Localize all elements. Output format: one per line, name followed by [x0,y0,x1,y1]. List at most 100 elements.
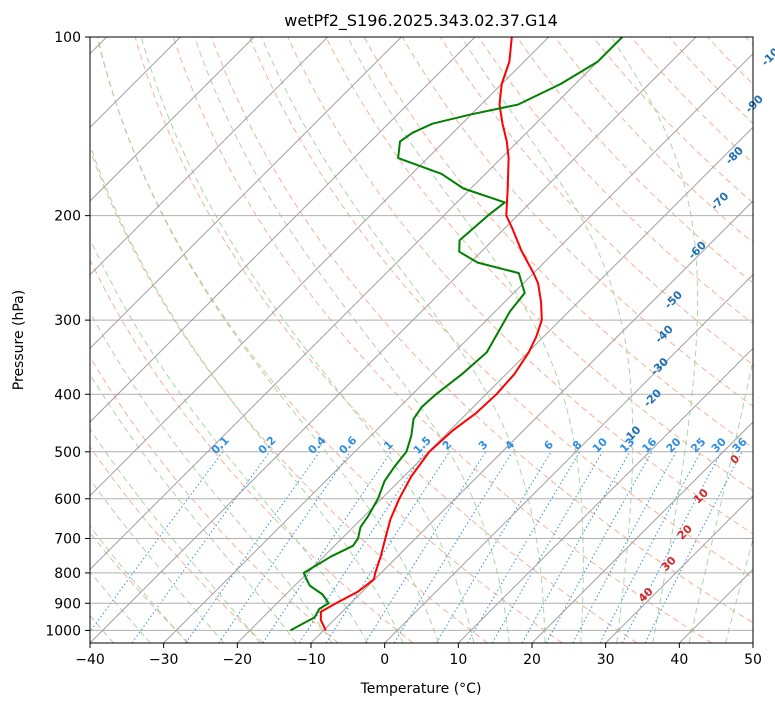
moist-adiabat-line [261,37,546,643]
dry-adiabat-line [401,37,753,407]
mixing-ratio-label: 2 [440,438,455,453]
x-tick-label: 20 [523,652,541,668]
mixing-ratio-label: 0.4 [306,434,329,457]
mixing-ratio-line [298,451,426,643]
dry-adiabat-line [516,37,753,284]
dry-adiabat-line [630,37,753,164]
x-tick-label: −10 [296,652,326,668]
mixing-ratio-line [545,451,653,643]
x-tick-label: 30 [597,652,615,668]
dry-adiabat-label: -80 [723,144,746,167]
moist-adiabat-label: 40 [636,585,656,605]
isotherm-gridline [384,273,753,643]
dry-adiabat-line [669,37,753,125]
dry-adiabat-line [90,258,414,643]
dry-adiabat-line [96,37,563,643]
mixing-ratio-label: 6 [541,438,556,453]
dry-adiabat-line [134,37,638,643]
moist-adiabat-label: 30 [659,554,679,574]
mixing-ratio-line [572,451,677,643]
dry-adiabat-line [249,37,753,579]
dry-adiabat-line [478,37,753,325]
x-tick-label: 50 [744,652,762,668]
moist-adiabat-line [90,428,261,643]
moist-adiabat-line [90,570,151,643]
y-tick-label: 600 [54,492,81,508]
mixing-ratio-line [599,451,702,643]
mixing-ratio-line [131,451,271,643]
y-axis-label: Pressure (hPa) [11,290,27,390]
dry-adiabat-line [325,37,753,492]
isotherm-gridline [605,494,753,643]
moist-adiabat-line [90,143,404,643]
dry-adiabat-line [745,37,753,46]
temperature-profile-line [319,37,543,631]
mixing-ratio-line [218,451,351,643]
dry-adiabat-label: -100 [759,40,775,69]
dry-adiabat-label: -70 [708,189,731,212]
mixing-ratio-line [521,451,631,643]
x-axis-label: Temperature (°C) [360,681,482,697]
moist-adiabat-line [90,311,333,643]
dry-adiabat-line [440,37,753,366]
isotherm-gridline [752,642,753,643]
y-tick-label: 200 [54,209,81,225]
dry-adiabat-label: -60 [686,238,709,261]
dry-adiabat-line [592,37,753,204]
x-tick-label: −30 [149,652,179,668]
isotherm-gridline [236,126,753,643]
moist-adiabat-line [90,237,369,643]
moist-adiabat-line [140,37,475,643]
isotherm-gridline [678,568,753,643]
y-tick-label: 500 [54,445,81,461]
line-labels: -100-90-80-70-60-50-40-30-20-10010203040… [209,40,775,605]
mixing-ratio-label: 8 [570,438,585,453]
mixing-ratio-line [90,451,224,633]
isotherm-gridline [163,52,753,643]
isotherm-gridline [90,37,550,497]
background-lines [90,37,753,643]
mixing-ratio-label: 0.6 [336,434,359,457]
moist-adiabat-label: 20 [675,522,695,542]
moist-adiabat-line [90,478,225,643]
isotherm-gridline [531,421,753,643]
isotherm-gridline [90,37,329,276]
moist-adiabat-line [347,37,584,643]
y-tick-label: 800 [54,566,81,582]
dry-adiabat-line [211,37,753,624]
x-tick-label: 40 [670,652,688,668]
y-tick-label: 1000 [45,623,81,639]
mixing-ratio-line [325,451,450,643]
dry-adiabat-line [90,445,264,643]
isotherm-gridline [310,200,753,643]
moist-adiabat-line [194,37,510,643]
y-tick-label: 900 [54,596,81,612]
x-tick-label: 0 [380,652,389,668]
x-tick-label: 10 [449,652,467,668]
x-axis: −40 −30 −20 −10 0 10 20 30 40 50 [75,643,762,668]
dry-adiabat-line [707,37,753,85]
isotherm-gridline [90,37,697,643]
moist-adiabat-line [90,373,297,643]
moist-adiabat-line [460,37,634,643]
moist-adiabat-line [688,357,753,643]
x-tick-label: −40 [75,652,105,668]
mixing-ratio-label: 25 [688,435,708,455]
moist-adiabat-line [725,537,753,643]
y-tick-label: 300 [54,313,81,329]
isotherm-gridline [457,347,753,643]
dewpoint-profile-line [289,37,624,632]
dry-adiabat-line [90,355,339,643]
moist-adiabat-line [90,525,188,643]
dry-adiabat-label: -50 [662,288,685,311]
x-tick-label: −20 [223,652,253,668]
mixing-ratio-label: 3 [476,438,491,453]
mixing-ratio-line [644,451,743,643]
mixing-ratio-label: 0.2 [256,434,279,457]
dry-adiabat-label: -20 [641,386,664,409]
mixing-ratio-line [185,451,320,643]
dry-adiabat-line [172,37,712,643]
y-tick-label: 100 [54,30,81,46]
isotherm-gridline [90,37,476,423]
